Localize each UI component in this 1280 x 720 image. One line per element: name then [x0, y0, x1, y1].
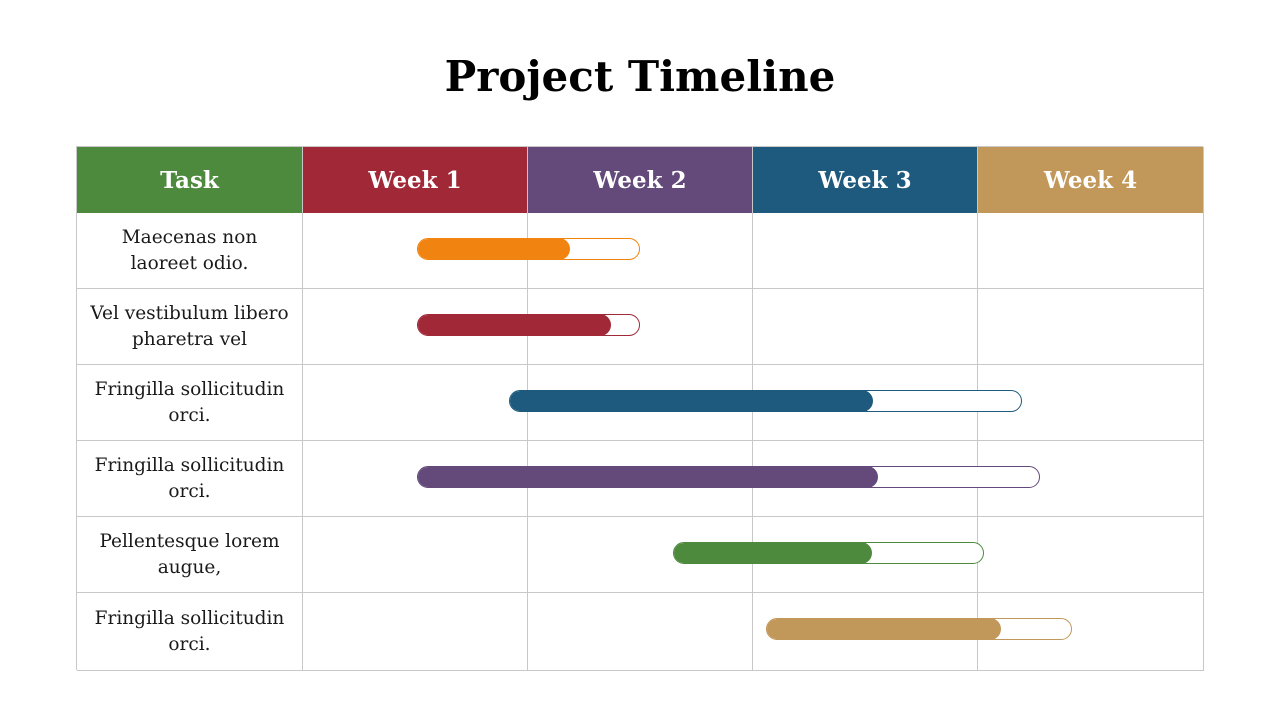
task-label: Fringilla sollicitudin orci. — [77, 365, 303, 441]
timeline-grid: Task Week 1 Week 2 Week 3 Week 4 Maecena… — [76, 146, 1204, 671]
header-week-4: Week 4 — [978, 147, 1204, 213]
week-cell — [528, 517, 753, 593]
header-week-3: Week 3 — [753, 147, 978, 213]
week-cell — [753, 289, 978, 365]
week-cell — [978, 517, 1204, 593]
week-cell — [978, 441, 1204, 517]
week-cell — [528, 289, 753, 365]
week-cell — [978, 213, 1204, 289]
week-cell — [303, 213, 528, 289]
task-label: Vel vestibulum libero pharetra vel — [77, 289, 303, 365]
week-cell — [753, 517, 978, 593]
task-label: Maecenas non laoreet odio. — [77, 213, 303, 289]
week-cell — [303, 517, 528, 593]
week-cell — [528, 365, 753, 441]
week-cell — [753, 365, 978, 441]
week-cell — [978, 365, 1204, 441]
week-cell — [753, 441, 978, 517]
week-cell — [303, 593, 528, 671]
week-cell — [978, 289, 1204, 365]
week-cell — [303, 441, 528, 517]
timeline-table: Task Week 1 Week 2 Week 3 Week 4 Maecena… — [76, 146, 1204, 671]
week-cell — [753, 213, 978, 289]
week-cell — [753, 593, 978, 671]
week-cell — [303, 289, 528, 365]
week-cell — [528, 441, 753, 517]
task-label: Fringilla sollicitudin orci. — [77, 441, 303, 517]
task-label: Fringilla sollicitudin orci. — [77, 593, 303, 671]
page-title: Project Timeline — [444, 52, 836, 101]
week-cell — [528, 593, 753, 671]
week-cell — [303, 365, 528, 441]
header-week-2: Week 2 — [528, 147, 753, 213]
header-task: Task — [77, 147, 303, 213]
task-label: Pellentesque lorem augue, — [77, 517, 303, 593]
week-cell — [528, 213, 753, 289]
header-week-1: Week 1 — [303, 147, 528, 213]
week-cell — [978, 593, 1204, 671]
